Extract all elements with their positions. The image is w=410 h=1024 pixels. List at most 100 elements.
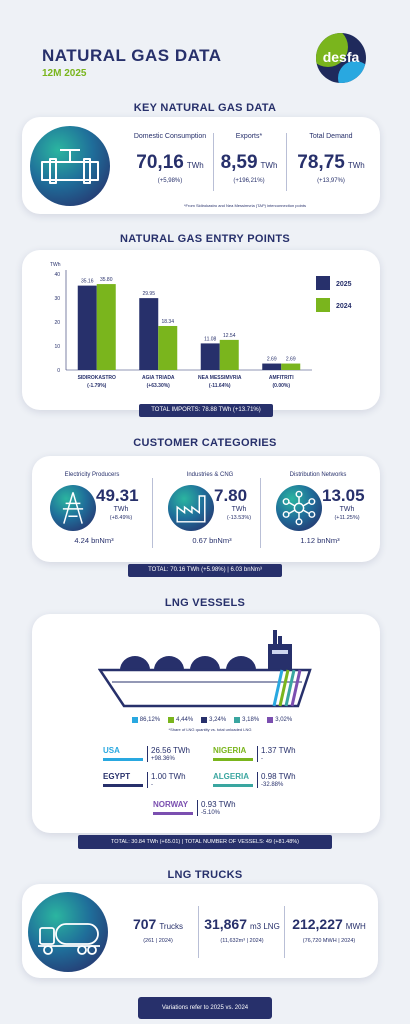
key-data-title: KEY NATURAL GAS DATA (133, 102, 277, 114)
customer-category-change: (+8.49%) (109, 515, 133, 521)
country-value: 0.93 TWh (201, 800, 236, 809)
truck-metric-row: 707 Trucks (118, 916, 198, 934)
lng-share-value: 3,24% (209, 717, 227, 723)
key-data-footnote: *From Sidirokastro and Nea Messimvria (T… (184, 203, 306, 208)
lng-share-value: 86,12% (139, 717, 161, 723)
y-axis-label: TWh (50, 262, 61, 268)
bar-value-label: 2.69 (267, 357, 277, 363)
truck-icon (28, 892, 108, 972)
x-category-label: SIDIROKASTRO (78, 375, 116, 381)
legend-swatch-2024 (316, 298, 330, 312)
bar-2025-nea-messimvria (200, 343, 220, 370)
bar-value-label: 29.95 (142, 291, 155, 297)
customers-title: CUSTOMER CATEGORIES (133, 437, 277, 449)
pipeline-valve-icon (30, 126, 110, 206)
customer-category-value: 7.80 (214, 486, 248, 505)
truck-metric-sub: (261 | 2024) (143, 938, 173, 944)
country-separator (197, 800, 198, 816)
key-data-label: Exports* (235, 133, 263, 140)
truck-metric-value: 707 (132, 916, 157, 932)
customer-category-change: (-13.53%) (226, 515, 252, 521)
country-value: 26.56 TWh (151, 746, 190, 755)
bar-value-label: 11.08 (204, 336, 216, 342)
truck-metric-sub: (11,632m³ | 2024) (220, 938, 264, 944)
customer-divider (152, 478, 153, 548)
country-separator (257, 772, 258, 788)
lng-share-item: 3,02% (267, 715, 292, 725)
key-data-label: Domestic Consumption (133, 133, 207, 140)
truck-metric-unit: m3 LNG (250, 922, 280, 931)
legend-label: 2025 (336, 281, 352, 288)
x-category-change: (0.00%) (272, 383, 290, 389)
key-data-divider (286, 133, 287, 191)
entry-points-chart: TWh 0 10 20 30 40 35.16 35.80 SIDIROKASTRO (-1.79… (50, 262, 352, 389)
customer-category-value: 13.05 (322, 486, 365, 505)
truck-metric-value: 212,227 (292, 916, 343, 932)
customer-category-label: Industries & CNG (186, 472, 234, 478)
customer-category-volume: 4.24 bnNm³ (74, 536, 114, 545)
key-data-value: 70,16 (136, 152, 184, 173)
y-tick-label: 0 (57, 368, 60, 374)
country-separator (257, 746, 258, 762)
legend-swatch-2025 (316, 276, 330, 290)
y-tick-label: 30 (54, 296, 60, 302)
key-data-divider (213, 133, 214, 191)
lng-share-swatch (201, 717, 208, 723)
lng-share-swatch (267, 717, 274, 723)
lng-share-item: 3,24% (201, 715, 226, 725)
country-name-algeria: ALGERIA (213, 772, 249, 781)
key-data-value-row: 70,16 TWh (125, 152, 215, 174)
customer-category-unit: TWh (113, 506, 129, 513)
truck-metric-unit: Trucks (159, 922, 184, 931)
truck-metric-value: 31,867 (204, 916, 248, 932)
customer-category-label: Distribution Networks (289, 472, 347, 478)
bar-2024-nea-messimvria (219, 339, 239, 370)
lng-share-swatch (168, 717, 175, 723)
lng-vessels-title: LNG VESSELS (164, 597, 246, 609)
total-imports-banner: TOTAL IMPORTS: 78.88 TWh (+13.71%) (139, 404, 273, 417)
key-data-unit: TWh (347, 161, 365, 170)
bar-2024-agia-triada (158, 325, 178, 370)
country-value: 1.00 TWh (151, 772, 186, 781)
country-color-bar (103, 784, 143, 787)
page-title: NATURAL GAS DATA (42, 46, 222, 65)
country-change: +98.36% (151, 756, 175, 762)
bar-2024-sidirokastro (96, 284, 116, 370)
country-color-bar (103, 758, 143, 761)
lng-share-value: 4,44% (176, 717, 194, 723)
bar-value-label: 2.69 (286, 357, 296, 363)
lng-vessels-total-banner: TOTAL: 30.84 TWh (+65.01) | TOTAL NUMBER… (78, 835, 332, 849)
country-name-egypt: EGYPT (103, 772, 131, 781)
country-change: - (151, 782, 153, 788)
lng-vessels-card (32, 614, 380, 833)
customer-category-volume: 1.12 bnNm³ (300, 536, 340, 545)
x-category-change: (-1.79%) (87, 383, 107, 389)
customer-category-volume: 0.67 bnNm³ (192, 536, 232, 545)
desfa-logo: desfa (316, 33, 366, 83)
lng-share-swatch (234, 717, 241, 723)
entry-points-title: NATURAL GAS ENTRY POINTS (120, 233, 290, 245)
country-change: -32.88% (261, 782, 284, 788)
y-tick-label: 40 (54, 272, 60, 278)
key-data-value-row: 8,59 TWh (210, 152, 288, 174)
bar-2024-amfitriti (281, 363, 301, 370)
bar-value-label: 35.80 (100, 277, 113, 283)
truck-metric-sub: (76,720 MWH | 2024) (302, 938, 356, 944)
customer-category-label: Electricity Producers (64, 472, 120, 478)
bar-value-label: 12.54 (223, 333, 236, 339)
key-data-change: (+13,97%) (317, 178, 345, 184)
customer-category-change: (+11.25%) (334, 515, 360, 521)
lng-share-value: 3,18% (242, 717, 260, 723)
network-icon (276, 485, 322, 531)
x-category-change: (-11.64%) (209, 383, 231, 389)
country-name-norway: NORWAY (153, 800, 189, 809)
customer-category-unit: TWh (339, 506, 355, 513)
customer-category-value: 49.31 (96, 486, 139, 505)
key-data-unit: TWh (186, 161, 204, 170)
y-tick-label: 20 (54, 320, 60, 326)
entry-points-card: TWh 0 10 20 30 40 35.16 35.80 SIDIROKASTRO (-1.79… (22, 250, 380, 410)
lng-share-swatch (131, 717, 138, 723)
y-tick-label: 10 (54, 344, 60, 350)
lng-share-item: 3,18% (234, 715, 259, 725)
key-data-value: 78,75 (297, 152, 345, 173)
